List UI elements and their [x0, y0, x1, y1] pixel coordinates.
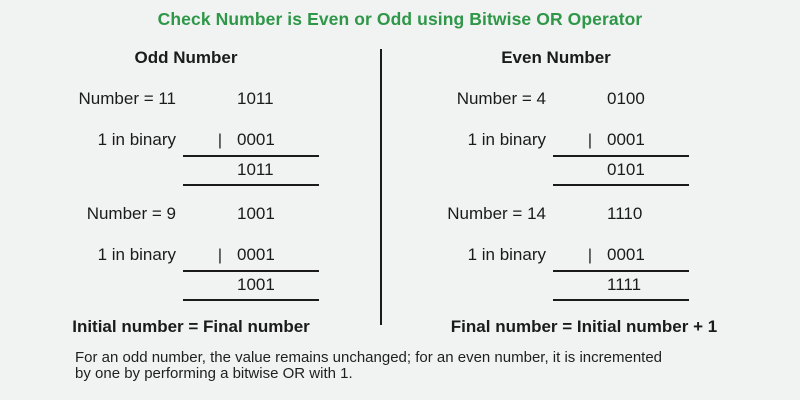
operand-binary: 0100 — [607, 89, 645, 108]
or-operator-symbol: | — [587, 247, 592, 264]
number-label: Number = 4 — [456, 89, 546, 108]
sum-line — [183, 155, 319, 157]
result-binary: 0101 — [607, 160, 645, 179]
explanation-caption: For an odd number, the value remains unc… — [75, 350, 755, 382]
operator-binary: 0001 — [607, 245, 645, 264]
sum-line — [183, 184, 319, 186]
sum-line — [553, 299, 689, 301]
number-label: Number = 14 — [447, 204, 546, 223]
or-operator-symbol: | — [217, 247, 222, 264]
number-label: Number = 9 — [86, 204, 176, 223]
even-number-heading: Even Number — [501, 48, 611, 67]
one-in-binary-label: 1 in binary — [97, 245, 176, 264]
result-row: 1001 — [36, 276, 392, 293]
odd-conclusion: Initial number = Final number — [72, 317, 310, 336]
sum-line — [553, 155, 689, 157]
result-row: 0101 — [406, 161, 762, 178]
sum-line — [553, 184, 689, 186]
even-example-4: Number = 4 0100 1 in binary | 0001 0101 — [406, 90, 762, 186]
result-binary: 1011 — [237, 160, 274, 179]
operand-binary: 1001 — [237, 204, 275, 223]
number-label: Number = 11 — [78, 89, 176, 108]
odd-example-9: Number = 9 1001 1 in binary | 0001 1001 — [36, 205, 392, 301]
operator-row: 1 in binary | 0001 — [36, 131, 392, 149]
one-in-binary-label: 1 in binary — [97, 130, 176, 149]
sum-line — [553, 270, 689, 272]
operand-row: Number = 11 1011 — [36, 90, 392, 107]
sum-line — [183, 270, 319, 272]
operand-binary: 1110 — [607, 204, 643, 223]
operand-row: Number = 4 0100 — [406, 90, 762, 107]
result-row: 1011 — [36, 161, 392, 178]
caption-line-1: For an odd number, the value remains unc… — [75, 349, 663, 366]
operator-row: 1 in binary | 0001 — [406, 131, 762, 149]
operand-row: Number = 14 1110 — [406, 205, 762, 222]
or-operator-symbol: | — [217, 132, 222, 149]
even-number-column: Even Number Number = 4 0100 1 in binary … — [406, 48, 762, 336]
caption-line-2: by one by performing a bitwise OR with 1… — [75, 365, 353, 382]
sum-line — [183, 299, 319, 301]
odd-number-column: Odd Number Number = 11 1011 1 in binary … — [36, 48, 392, 336]
odd-example-11: Number = 11 1011 1 in binary | 0001 1011 — [36, 90, 392, 186]
operator-binary: 0001 — [237, 245, 275, 264]
page-title: Check Number is Even or Odd using Bitwis… — [157, 9, 643, 29]
operator-row: 1 in binary | 0001 — [36, 246, 392, 264]
operand-row: Number = 9 1001 — [36, 205, 392, 222]
even-example-14: Number = 14 1110 1 in binary | 0001 1111 — [406, 205, 762, 301]
result-binary: 1001 — [237, 275, 275, 294]
one-in-binary-label: 1 in binary — [467, 130, 546, 149]
result-row: 1111 — [406, 276, 762, 293]
one-in-binary-label: 1 in binary — [467, 245, 546, 264]
result-binary: 1111 — [607, 275, 642, 294]
even-conclusion: Final number = Initial number + 1 — [450, 317, 718, 336]
operator-binary: 0001 — [607, 130, 645, 149]
operator-row: 1 in binary | 0001 — [406, 246, 762, 264]
operator-binary: 0001 — [237, 130, 275, 149]
odd-number-heading: Odd Number — [134, 48, 238, 67]
operand-binary: 1011 — [237, 89, 274, 108]
or-operator-symbol: | — [587, 132, 592, 149]
column-divider-line — [380, 49, 382, 325]
